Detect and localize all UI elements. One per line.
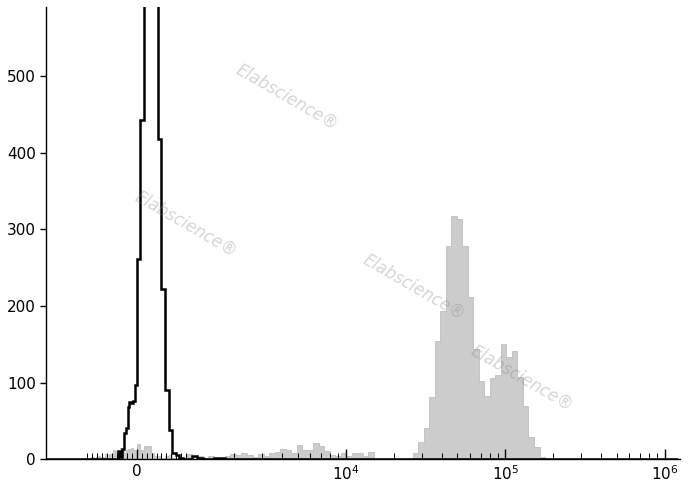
Text: Elabscience®: Elabscience®: [131, 188, 240, 261]
Polygon shape: [39, 216, 678, 460]
Text: Elabscience®: Elabscience®: [360, 251, 469, 324]
Text: Elabscience®: Elabscience®: [233, 61, 341, 134]
Text: Elabscience®: Elabscience®: [467, 342, 576, 415]
